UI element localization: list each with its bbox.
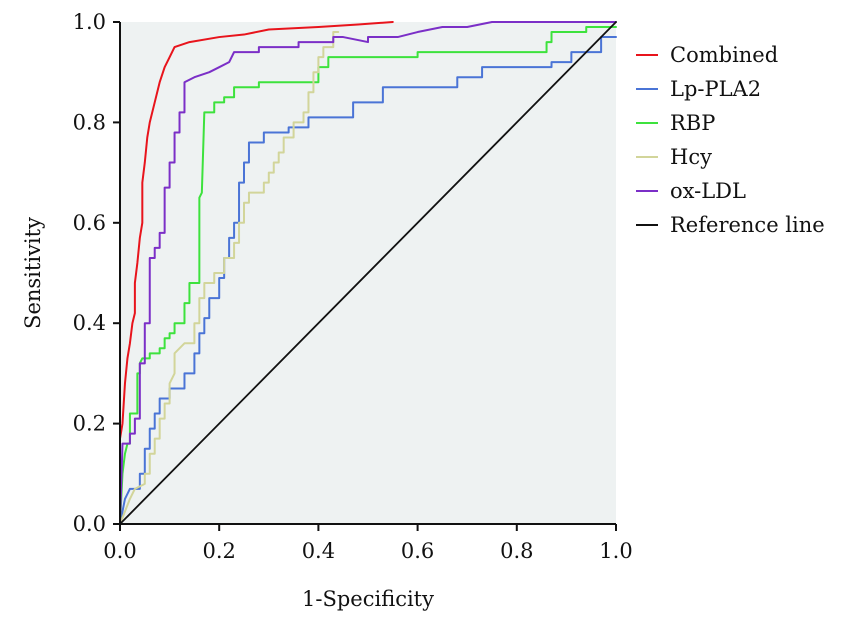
legend-label-lp-pla2: Lp-PLA2 bbox=[670, 77, 761, 101]
legend: Combined Lp-PLA2 RBP Hcy ox-LDL Reference lin… bbox=[636, 43, 825, 237]
series-line-lp-pla2 bbox=[119, 36, 617, 525]
x-tick-label: 0.4 bbox=[302, 539, 335, 563]
series-line-ox-ldl bbox=[119, 21, 617, 525]
y-tick-label: 0.0 bbox=[73, 512, 106, 536]
x-tick-label: 0.6 bbox=[401, 539, 434, 563]
y-tick-label: 0.8 bbox=[73, 110, 106, 134]
legend-label-hcy: Hcy bbox=[670, 145, 712, 169]
axes-layer bbox=[119, 22, 616, 525]
ticks-layer: 0.0 0.2 0.4 0.6 0.8 1.0 0.0 0.2 0.4 0.6 0.8 1.0 bbox=[73, 10, 633, 563]
x-tick-label: 1.0 bbox=[599, 539, 632, 563]
legend-label-rbp: RBP bbox=[670, 111, 715, 135]
y-tick-label: 0.4 bbox=[73, 311, 106, 335]
y-tick-label: 0.2 bbox=[73, 412, 106, 436]
y-tick-label: 1.0 bbox=[73, 10, 106, 34]
x-tick-label: 0.2 bbox=[202, 539, 235, 563]
legend-label-ox-ldl: ox-LDL bbox=[670, 179, 746, 203]
series-line-reference-line bbox=[119, 21, 617, 525]
y-axis-label: Sensitivity bbox=[21, 217, 45, 329]
series-line-hcy bbox=[119, 31, 340, 525]
y-tick-label: 0.6 bbox=[73, 211, 106, 235]
x-axis-label: 1-Specificity bbox=[302, 587, 434, 611]
legend-label-combined: Combined bbox=[670, 43, 778, 67]
x-tick-label: 0.0 bbox=[103, 539, 136, 563]
x-tick-label: 0.8 bbox=[500, 539, 533, 563]
series-line-combined bbox=[119, 21, 394, 440]
legend-label-reference-line: Reference line bbox=[670, 213, 825, 237]
series-layer bbox=[119, 21, 617, 525]
